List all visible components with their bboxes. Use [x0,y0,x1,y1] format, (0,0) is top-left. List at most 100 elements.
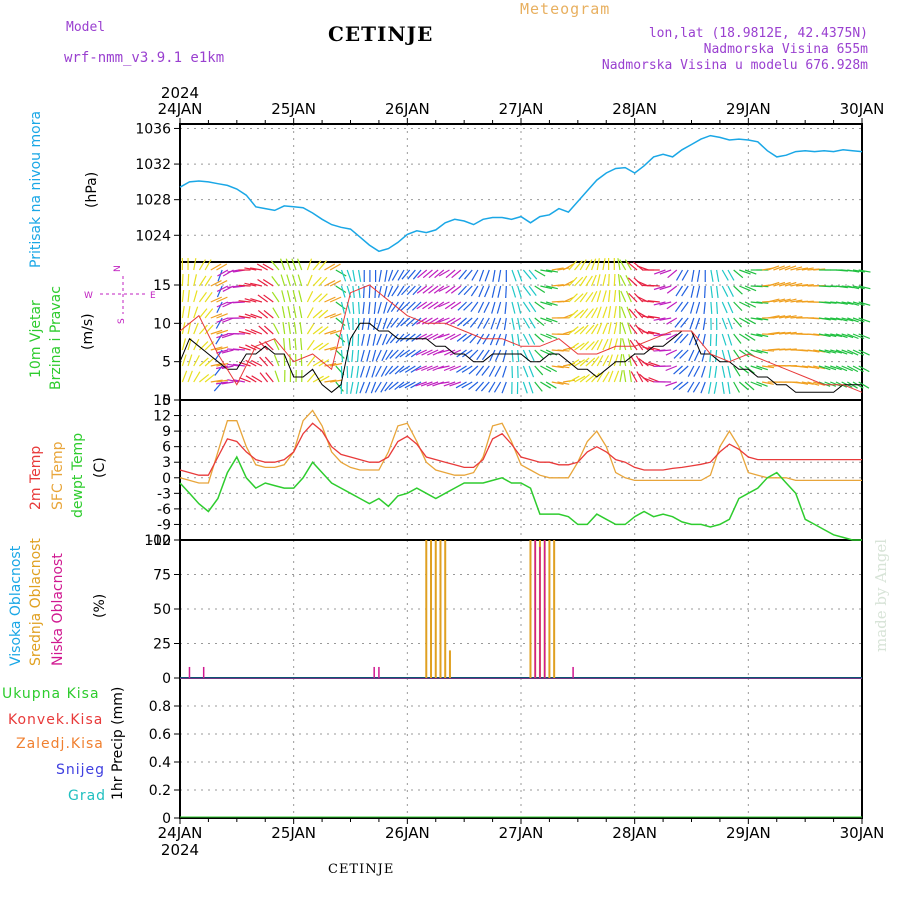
wind-arrow [672,381,683,391]
wind-arrow [239,377,251,383]
high-cloud-label: Visoka Oblacnost [8,545,24,666]
mid-cloud-label: Srednja Oblacnost [28,538,44,666]
model-name: wrf-nmm_v3.9.1 e1km [64,50,225,66]
wind-arrow [778,281,791,287]
wind-arrow [216,263,228,271]
wind-arrow [306,290,314,303]
wind-arrow [335,381,344,392]
wind-arrow [445,269,456,279]
wind-arrow [335,301,346,310]
wind-arrow [653,285,666,291]
wind-arrow [384,365,394,376]
wind-arrow [545,269,559,273]
wind-arrow [478,269,485,282]
wind-arrow [647,330,660,335]
wind-arrow [380,365,388,377]
y-tick-label: 1028 [135,193,171,209]
wind-arrow [585,259,593,271]
wind-arrow [517,285,522,298]
wind-arrow [691,269,695,282]
wind-arrow [329,313,342,319]
wind-arrow [557,365,570,369]
wind-arrow [627,261,638,271]
wind-arrow [617,274,621,287]
wind-arrow [545,285,558,290]
wind-arrow [628,370,632,383]
wind-arrow [318,326,329,335]
wind-arrow [455,381,467,389]
wind-arrow [461,365,473,373]
wind-arrow [608,370,614,383]
wind-arrow [324,329,337,335]
wind-arrow [405,333,416,342]
wind-arrow [579,275,588,287]
wind-arrow [477,301,485,314]
wind-arrow [522,317,531,329]
wind-arrow [634,324,644,335]
wind-arrow [744,301,757,308]
wind-arrow [517,349,520,363]
wind-arrow [238,300,251,303]
wind-arrow [727,349,732,362]
wind-arrow [280,274,286,287]
wind-arrow [678,381,689,391]
wind-arrow [778,298,791,303]
wind-arrow [449,381,462,387]
wind-arrow [405,317,416,327]
watermark: made by Angel [872,538,890,652]
wind-arrow [756,365,768,371]
wind-arrow [721,333,727,346]
wind-arrow [437,349,450,354]
wind-arrow [426,381,439,387]
wind-arrow [596,258,600,271]
wind-arrow [438,301,450,308]
wind-gust-line [179,284,863,393]
wind-arrow [847,301,860,306]
wind-arrow [371,365,377,378]
wind-arrow [841,365,853,372]
wind-arrow [528,365,535,378]
wind-arrow [568,326,579,335]
wind-arrow [456,333,467,342]
wind-arrow [739,301,751,308]
wind-arrow [356,365,360,378]
wind-arrow [713,381,718,394]
wind-arrow [628,308,638,319]
wind-arrow [437,333,450,339]
wind-arrow [608,322,612,335]
wind-arrow [335,333,346,343]
wind-arrow [469,333,479,344]
wind-arrow [642,377,655,383]
wind-arrow [818,317,831,321]
wind-arrow [481,365,490,376]
wind-arrow [496,301,502,314]
wind-arrow [629,324,638,335]
wind-arrow [545,365,557,373]
wind-arrow [623,370,627,383]
wind-arrow [394,381,405,391]
wind-arrow [813,365,826,370]
wind-arrow [411,317,422,327]
wind-arrow [390,317,399,328]
wind-arrow [181,306,185,319]
wind-arrow [378,285,382,298]
year-label-top: 2024 [161,84,199,102]
wind-arrow [216,317,229,323]
wind-arrow [221,349,234,354]
wind-arrow [404,381,416,389]
wind-arrow [263,294,274,303]
wind-arrow [471,269,479,281]
wind-arrow [761,365,775,369]
wind-arrow [306,356,316,367]
wind-arrow [790,266,803,271]
wind-arrow [245,375,257,383]
time-tick-label-top: 25JAN [271,100,316,118]
wind-arrow [602,371,610,383]
wind-arrow [265,372,274,383]
wind-arrow [238,284,251,287]
wind-arrow [807,333,820,337]
wind-arrow [210,313,223,319]
wind-arrow [591,258,597,271]
wind-arrow [481,349,490,361]
wind-arrow [443,365,456,372]
